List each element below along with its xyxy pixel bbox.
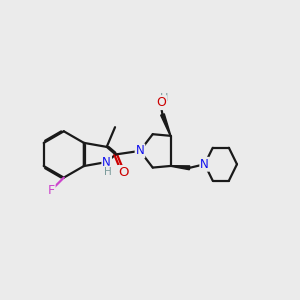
Text: N: N [136, 144, 144, 158]
Text: O: O [156, 96, 166, 109]
Text: N: N [200, 158, 209, 171]
Text: F: F [47, 184, 55, 197]
Text: H: H [104, 167, 112, 176]
Text: H: H [160, 93, 168, 103]
Polygon shape [161, 114, 171, 136]
Text: N: N [102, 155, 111, 169]
Text: O: O [118, 166, 128, 179]
Polygon shape [170, 166, 190, 170]
